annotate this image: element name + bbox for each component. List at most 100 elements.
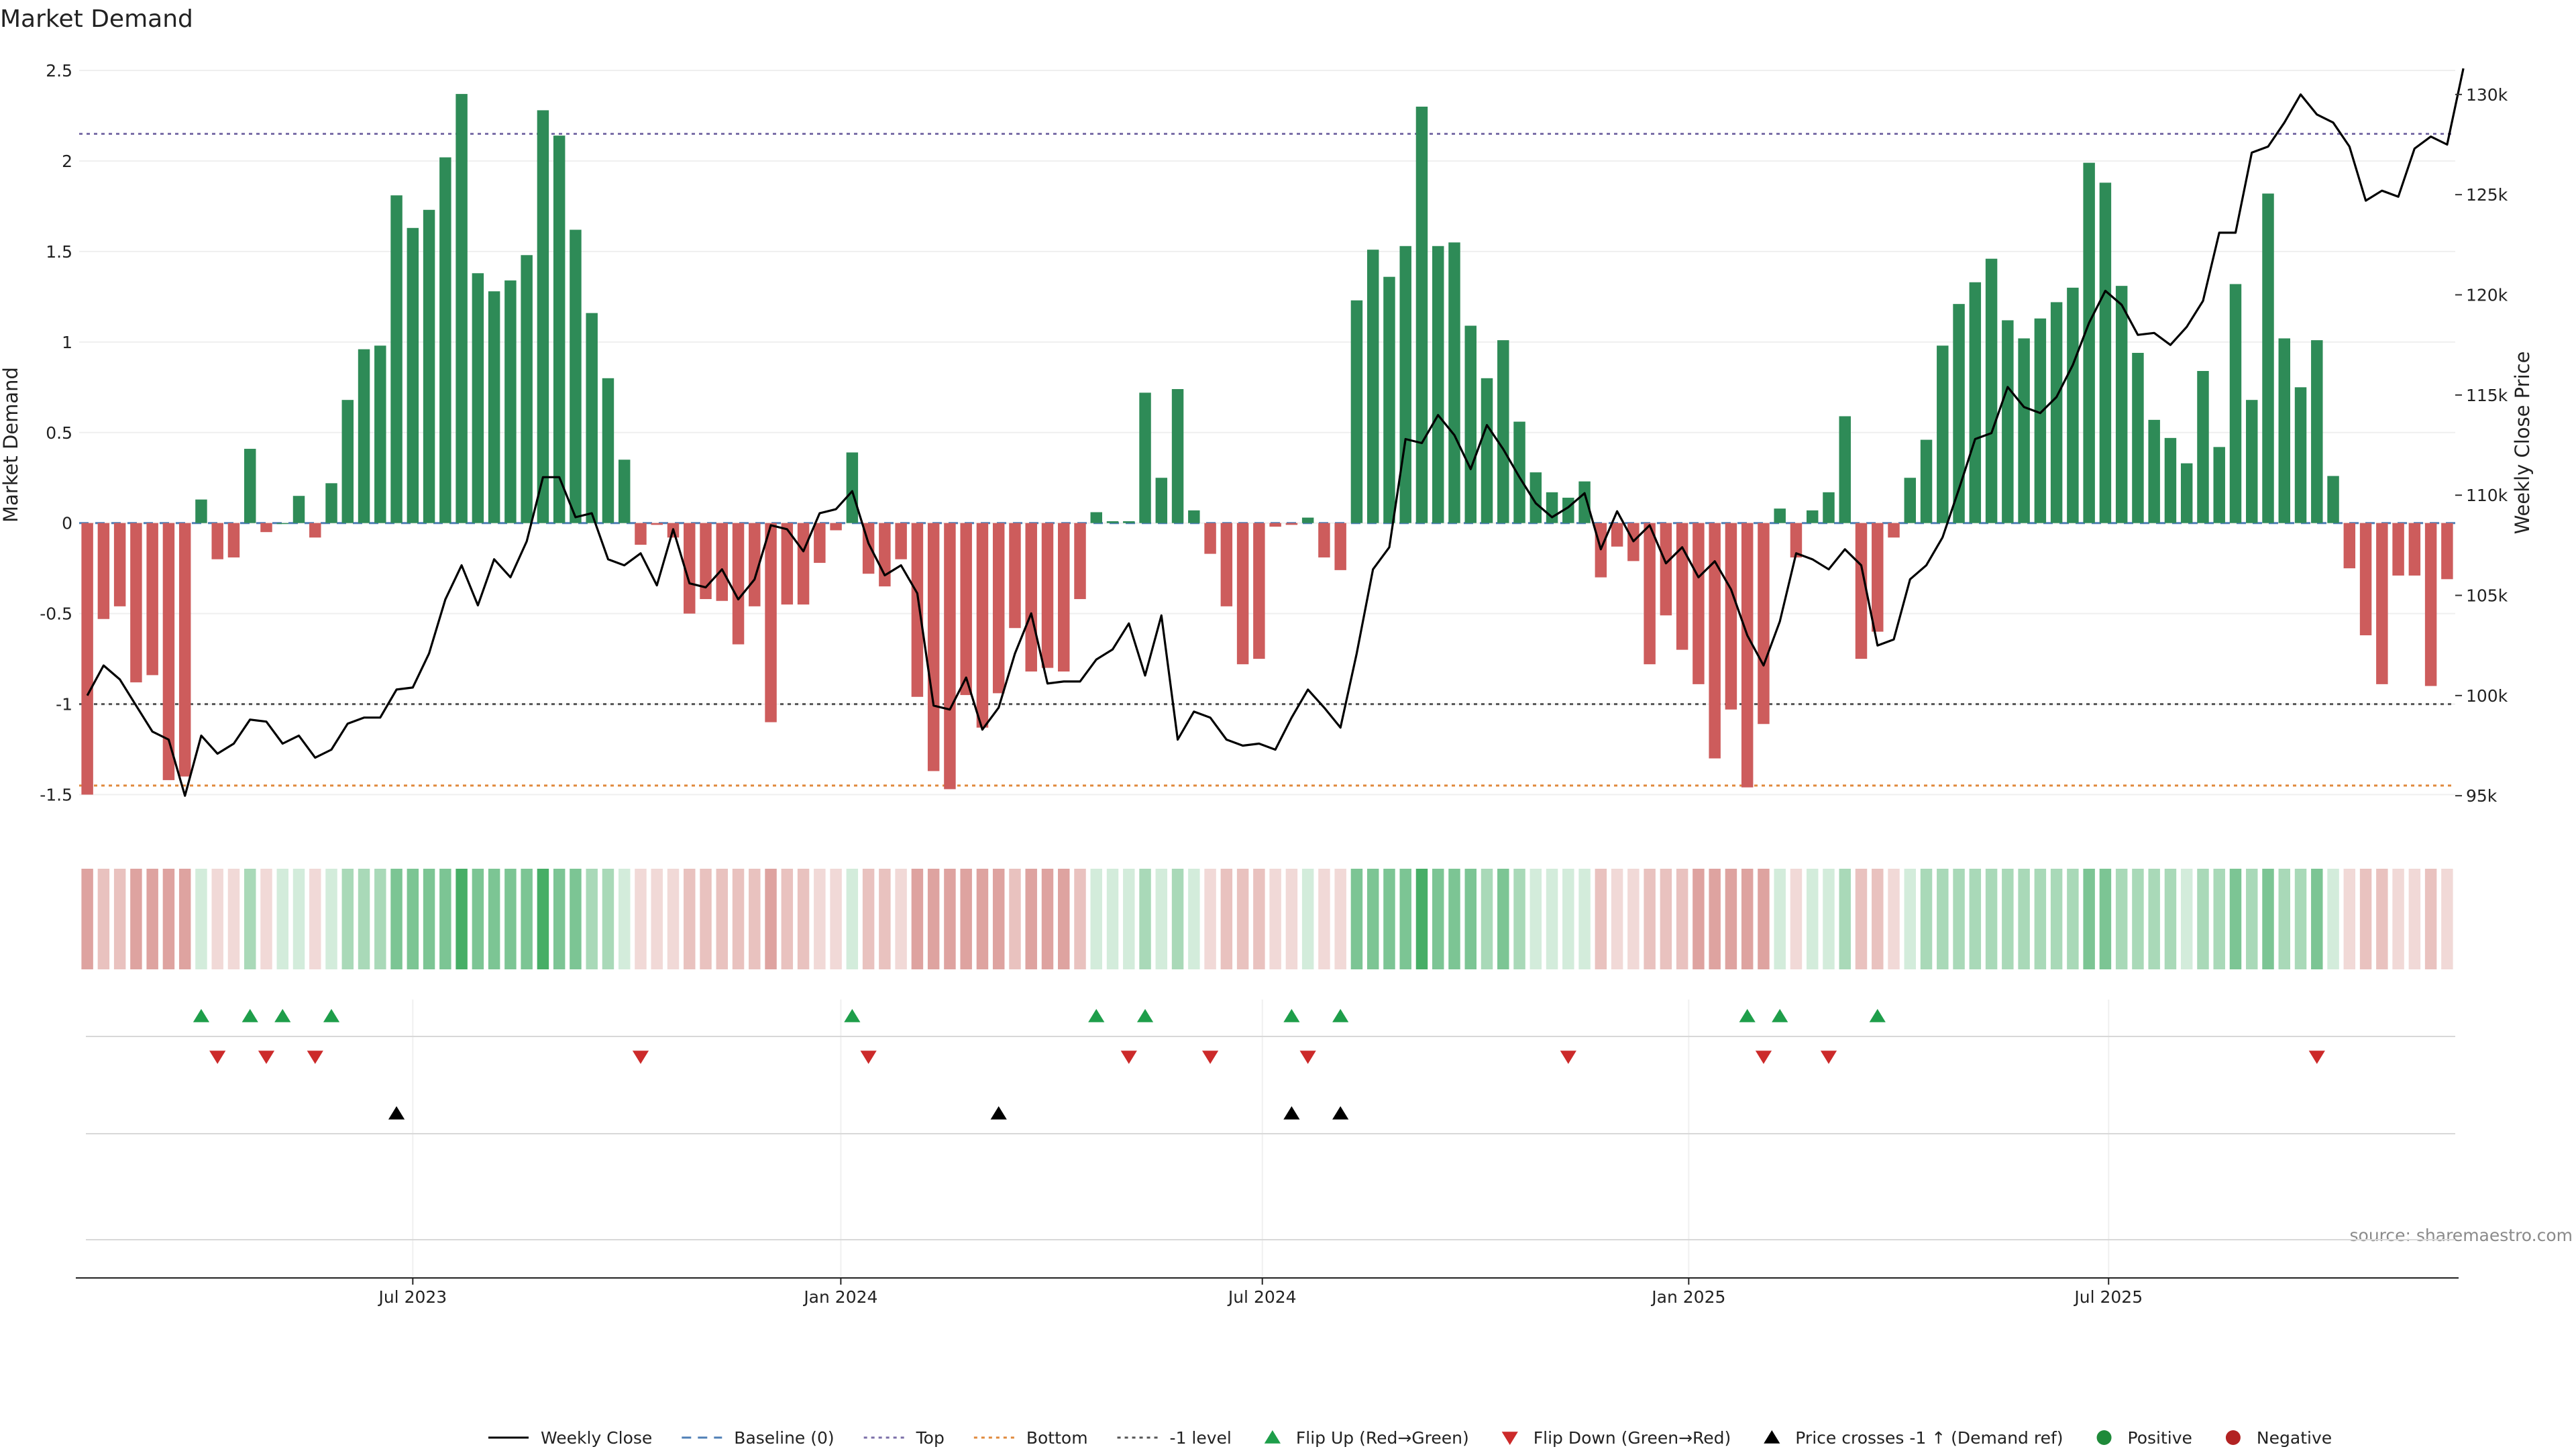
regime-cell [797, 869, 810, 969]
demand-bar [2083, 162, 2095, 523]
demand-bar [1350, 300, 1363, 523]
demand-bar [700, 523, 712, 600]
regime-cell [423, 869, 435, 969]
demand-bar [2311, 340, 2323, 523]
demand-bar [2180, 463, 2193, 523]
demand-bar [211, 523, 223, 559]
demand-bar [423, 209, 435, 523]
regime-cell [651, 869, 663, 969]
regime-cell [2034, 869, 2047, 969]
demand-bar [1513, 421, 1525, 523]
left-tick-label: -0.5 [40, 604, 72, 624]
regime-cell [341, 869, 354, 969]
flip-up-marker [1332, 1009, 1349, 1022]
demand-bar [1693, 523, 1705, 684]
demand-bar [195, 499, 207, 523]
demand-bar [1497, 340, 1509, 523]
x-tick-label: Jan 2024 [802, 1287, 877, 1307]
regime-cell [2311, 869, 2323, 969]
regime-cell [325, 869, 337, 969]
demand-bar [1123, 521, 1135, 523]
regime-cell [358, 869, 370, 969]
flip-up-marker [1283, 1009, 1300, 1022]
demand-bar [1758, 523, 1770, 724]
demand-bar [1432, 246, 1444, 523]
regime-cell [455, 869, 468, 969]
regime-cell [2424, 869, 2437, 969]
right-y-ticks: 130k 125k 120k 115k 110k 105k 100k 95k [2455, 85, 2508, 806]
regime-cell [1399, 869, 1411, 969]
demand-bar [2148, 419, 2160, 523]
demand-bar [1041, 523, 1054, 668]
demand-bar [1872, 523, 1884, 632]
demand-bar [1823, 492, 1835, 523]
regime-cell [211, 869, 223, 969]
left-tick-label: 1 [62, 333, 72, 352]
regime-cell [976, 869, 989, 969]
regime-cell [1188, 869, 1200, 969]
regime-cell [227, 869, 240, 969]
demand-bar [1904, 478, 1917, 523]
demand-bar [2294, 387, 2307, 523]
demand-bar [1236, 523, 1249, 665]
regime-cell [586, 869, 598, 969]
demand-bar [1774, 508, 1786, 523]
regime-cell [1513, 869, 1525, 969]
demand-bar [2278, 338, 2291, 523]
regime-cell [960, 869, 972, 969]
regime-cell [1432, 869, 1444, 969]
regime-cell [1644, 869, 1656, 969]
demand-bar [113, 523, 126, 606]
regime-cell [1660, 869, 1672, 969]
regime-cell [276, 869, 288, 969]
price-cross-marker [1332, 1106, 1349, 1120]
right-tick-label: 125k [2466, 185, 2508, 205]
regime-cell [130, 869, 142, 969]
regime-cell [716, 869, 729, 969]
left-tick-label: 0.5 [46, 423, 72, 443]
regime-cell [1415, 869, 1428, 969]
demand-bar [390, 195, 402, 523]
legend-swatch-triangle-up [1764, 1430, 1780, 1444]
demand-bar [537, 110, 549, 523]
demand-bar [2376, 523, 2388, 684]
demand-bar [1318, 523, 1330, 557]
regime-cell [1058, 869, 1070, 969]
regime-cell [1041, 869, 1054, 969]
demand-bar [146, 523, 158, 676]
regime-cell [1888, 869, 1900, 969]
demand-bar [407, 227, 419, 523]
regime-cell [2002, 869, 2014, 969]
flip-up-marker [274, 1009, 291, 1022]
flip-down-marker [258, 1051, 275, 1064]
flip-up-marker [1136, 1009, 1154, 1022]
demand-bar [2441, 523, 2453, 580]
regime-cell [2115, 869, 2128, 969]
regime-cell [1269, 869, 1281, 969]
regime-cell [2392, 869, 2404, 969]
regime-cell [504, 869, 517, 969]
demand-bar [944, 523, 956, 790]
regime-cell [2197, 869, 2209, 969]
legend-item-flip-down: Flip Down (Green→Red) [1501, 1428, 1731, 1448]
price-cross-marker [1283, 1106, 1300, 1120]
demand-bar [1399, 246, 1411, 523]
regime-cell [1350, 869, 1363, 969]
regime-cell [2294, 869, 2307, 969]
demand-bar [1806, 510, 1819, 523]
demand-bar [227, 523, 240, 557]
regime-cell [1090, 869, 1103, 969]
demand-bar [2246, 400, 2258, 523]
regime-cell [765, 869, 777, 969]
right-tick-label: 115k [2466, 386, 2508, 405]
demand-bar [2229, 284, 2242, 523]
demand-bar [244, 449, 256, 523]
legend-item-minus-one: -1 level [1117, 1428, 1232, 1448]
regime-cell [911, 869, 924, 969]
regime-cell [1285, 869, 1298, 969]
demand-bar [2197, 371, 2209, 523]
regime-cell [944, 869, 956, 969]
demand-bar [976, 523, 989, 728]
regime-cell [1074, 869, 1086, 969]
regime-cell [390, 869, 402, 969]
